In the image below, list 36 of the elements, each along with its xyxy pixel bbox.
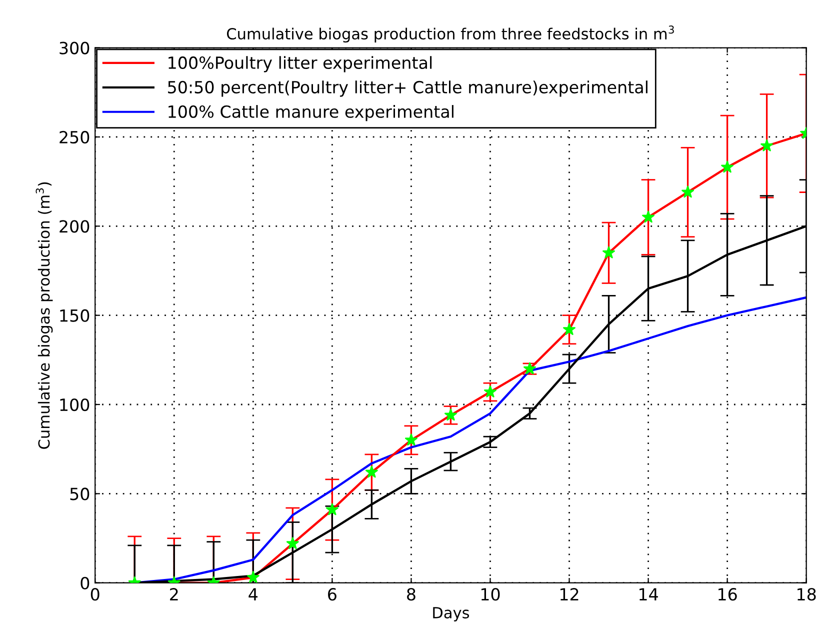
x-tick-label: 6 — [328, 588, 336, 601]
y-tick-label: 250 — [60, 130, 90, 144]
point — [365, 466, 378, 478]
point — [760, 139, 774, 152]
x-tick-label: 10 — [481, 588, 500, 601]
y-tick-label: 100 — [60, 398, 90, 412]
point — [721, 160, 734, 173]
point — [602, 246, 615, 258]
point — [404, 434, 418, 446]
x-tick-label: 8 — [407, 588, 416, 601]
y-tick-label: 150 — [60, 309, 90, 322]
point — [286, 537, 299, 550]
x-axis-title: Days — [433, 607, 470, 622]
point — [682, 186, 694, 198]
y-tick-label: 300 — [60, 42, 90, 54]
point — [326, 503, 338, 516]
x-tick-label: 16 — [718, 588, 737, 601]
y-axis-title: Cumulative biogas production (m$^{3}$) — [36, 182, 53, 449]
legend-label: 50:50 percent(Poultry litter+ Cattle manure)experimental — [168, 80, 648, 97]
x-tick-label: 4 — [248, 588, 258, 600]
x-tick-label: 14 — [640, 588, 658, 600]
chart-title: Cumulative biogas production from three feedstocks in m$^{3}$ — [226, 26, 674, 42]
x-tick-label: 12 — [560, 588, 578, 600]
x-tick-label: 18 — [798, 588, 816, 601]
y-tick-label: 50 — [70, 488, 90, 500]
legend-label: 100% Cattle manure experimental — [168, 105, 454, 122]
y-tick-label: 0 — [80, 576, 90, 590]
point — [444, 408, 457, 421]
point — [484, 386, 496, 398]
x-tick-label: 0 — [90, 588, 100, 601]
point — [246, 571, 260, 583]
y-tick-label: 200 — [60, 220, 90, 233]
x-tick-label: 2 — [170, 588, 178, 600]
legend-label: 100%Poultry litter experimental — [168, 56, 432, 72]
point — [642, 210, 654, 223]
point — [563, 323, 576, 335]
